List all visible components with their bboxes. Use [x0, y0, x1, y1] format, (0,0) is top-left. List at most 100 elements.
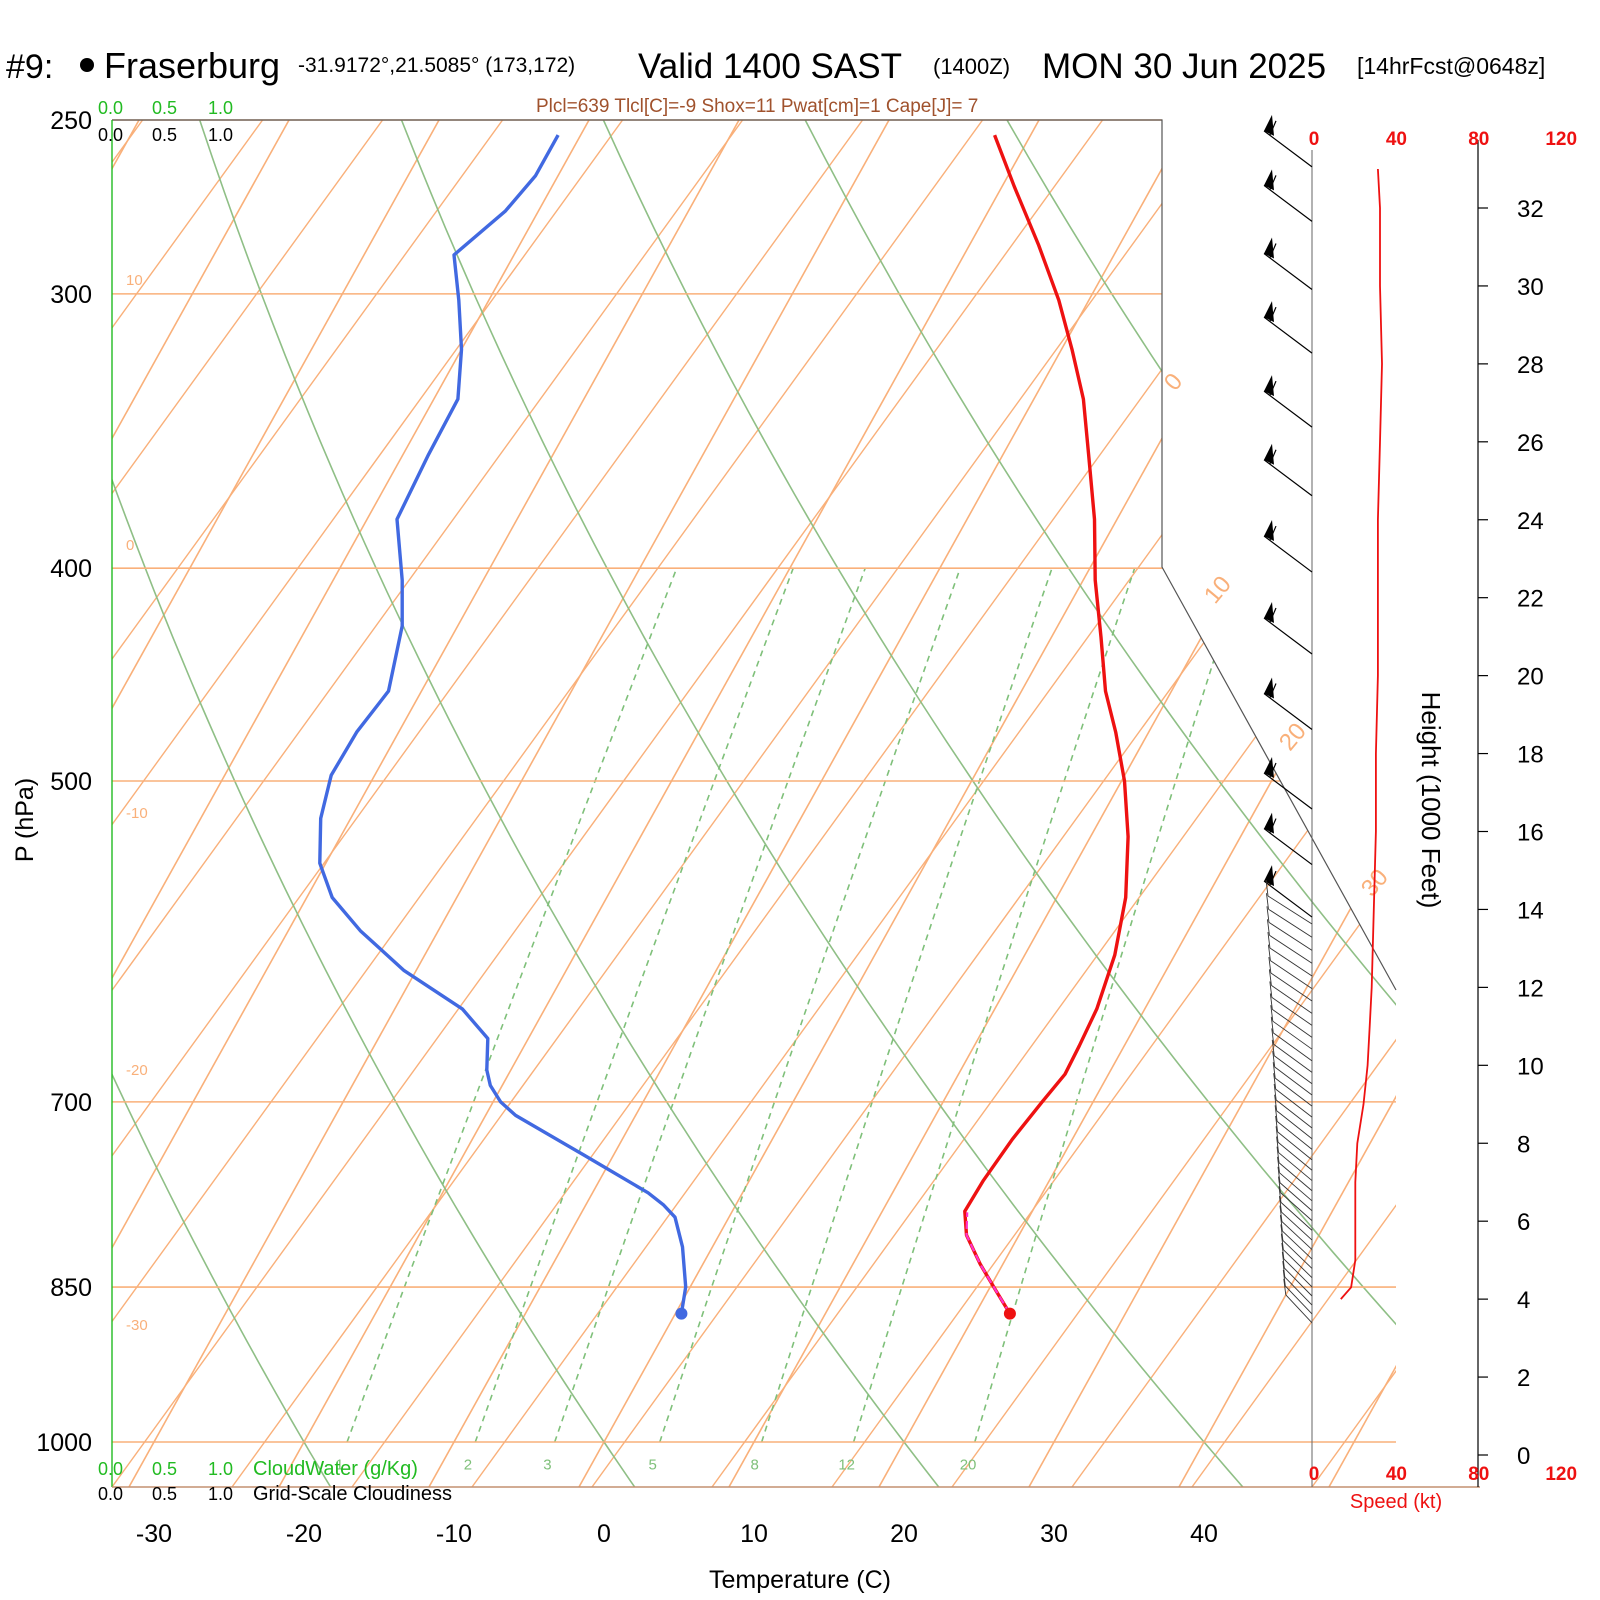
cloudwater-scale-bottom: 1.0: [208, 1459, 233, 1479]
saturated-adiabat-line: [112, 120, 713, 1487]
height-tick-label: 10: [1517, 1053, 1544, 1080]
wind-barb-low: [1276, 1136, 1313, 1181]
isotherm-label: -10: [126, 805, 148, 822]
isotherm-line: [1177, 120, 1396, 1487]
axes-layer: -30 -20 -10 0 10 20 30 402503004005007008501000…: [36, 98, 1577, 1548]
saturated-adiabat-line: [1071, 120, 1396, 1487]
cloudwater-label: CloudWater (g/Kg): [253, 1458, 418, 1480]
wind-barb-low: [1273, 1073, 1313, 1118]
isotherm-line: [112, 120, 709, 1487]
height-tick-label: 22: [1517, 586, 1544, 613]
mixing-ratio-line: [553, 567, 866, 1443]
speed-tick-label-top: 80: [1468, 129, 1489, 150]
x-axis-title: Temperature (C): [709, 1566, 891, 1594]
wind-barb-low: [1271, 1028, 1313, 1073]
speed-tick-label-bottom: 120: [1545, 1464, 1577, 1485]
height-tick-label: 24: [1517, 508, 1544, 535]
mixing-ratio-line: [659, 567, 961, 1443]
mixing-ratio-label: 5: [648, 1456, 656, 1473]
x-tick-label: 20: [890, 1520, 918, 1548]
wind-barb-low: [1272, 1050, 1313, 1096]
wind-barb-low: [1279, 1214, 1313, 1260]
profile-layer: [318, 134, 1130, 1320]
isotherm-line: [1327, 120, 1396, 1487]
x-tick-label: 40: [1190, 1520, 1218, 1548]
isotherm-line: [127, 120, 1009, 1487]
isotherm-line: [577, 120, 1396, 1487]
saturated-adiabat-line: [112, 120, 1193, 1487]
forecast-info: [14hrFcst@0648z]: [1357, 53, 1545, 79]
pressure-tick-label: 500: [50, 768, 92, 796]
wind-barb-low: [1282, 1269, 1313, 1315]
mixing-ratio-label: 12: [838, 1456, 855, 1473]
saturated-adiabat-line: [112, 120, 353, 1487]
wind-barb-low: [1273, 1083, 1313, 1129]
pressure-tick-label: 250: [50, 107, 92, 135]
isotherm-line: [277, 120, 1159, 1487]
wind-barb: [1263, 812, 1313, 866]
height-tick-label: 26: [1517, 430, 1544, 457]
saturated-adiabat-line: [1191, 120, 1396, 1487]
height-tick-label: 14: [1517, 897, 1544, 924]
pressure-tick-label: 400: [50, 555, 92, 583]
cloudwater-scale-top: 0.5: [152, 98, 177, 118]
height-tick-label: 18: [1517, 742, 1544, 769]
dry-adiabat-line: [1583, 81, 1600, 1488]
saturated-adiabat-line: [112, 120, 233, 1487]
wind-barb-low: [1280, 1233, 1313, 1279]
wind-barb-low: [1277, 1166, 1313, 1212]
isotherm-label: 10: [126, 272, 143, 289]
wind-barb-low: [1281, 1242, 1313, 1288]
dry-adiabat-line: [186, 120, 941, 1487]
cloudwater-scale-top: 1.0: [208, 98, 233, 118]
wind-barb-low: [1272, 1062, 1313, 1107]
wind-speed-line: [1340, 168, 1383, 1300]
cloudiness-scale-bottom: 0.0: [98, 1484, 123, 1504]
isotherm-label: 0: [1159, 368, 1188, 396]
dry-adiabat-line: [984, 120, 1396, 1487]
wind-barb-low: [1267, 944, 1313, 990]
wind-barb: [1263, 301, 1313, 354]
dry-adiabat-line: [784, 120, 1396, 1487]
speed-axis-title: Speed (kt): [1350, 1491, 1442, 1513]
speed-tick-label-bottom: 80: [1468, 1464, 1489, 1485]
wind-barb-low: [1270, 1005, 1313, 1050]
surface-dewpoint-point: [675, 1307, 688, 1320]
station-dot-icon: [80, 58, 94, 72]
isotherm-line: [727, 120, 1396, 1487]
wind-barb-low: [1266, 906, 1313, 951]
height-tick-label: 8: [1517, 1131, 1530, 1158]
cloudwater-scale-top: 0.0: [98, 98, 123, 118]
cloudwater-scale-bottom: 0.5: [152, 1459, 177, 1479]
wind-barb: [1263, 865, 1313, 918]
dry-adiabat-line: [385, 120, 1245, 1487]
wind-barb: [1263, 114, 1313, 168]
saturated-adiabat-line: [1432, 0, 1600, 1487]
height-tick-label: 0: [1517, 1443, 1530, 1470]
mixing-ratio-line: [474, 567, 794, 1443]
x-tick-label: 0: [597, 1520, 611, 1548]
cloudwater-scale-bottom: 0.0: [98, 1459, 123, 1479]
wind-barb: [1263, 677, 1313, 730]
saturated-adiabat-line: [711, 120, 1396, 1487]
cloudiness-scale-top: 1.0: [208, 125, 233, 145]
plot-frame: [112, 119, 1397, 991]
zulu-time: (1400Z): [933, 54, 1010, 79]
cloudiness-scale-bottom: 1.0: [208, 1484, 233, 1504]
station-name: Fraserburg: [104, 45, 280, 86]
wind-barb: [1263, 443, 1313, 497]
mixing-ratio-label: 2: [464, 1456, 472, 1473]
wind-barb-low: [1274, 1094, 1313, 1140]
height-tick-label: 30: [1517, 274, 1544, 301]
mixing-ratio-label: 20: [960, 1456, 977, 1473]
pressure-tick-label: 700: [50, 1089, 92, 1117]
isotherm-label: 0: [126, 537, 134, 554]
speed-tick-label-bottom: 0: [1309, 1464, 1320, 1485]
saturated-adiabat-line: [112, 120, 113, 1487]
height-tick-label: 28: [1517, 352, 1544, 379]
x-tick-label: 10: [740, 1520, 768, 1548]
mixing-ratio-line: [852, 567, 1136, 1443]
wind-barb-low: [1276, 1146, 1313, 1192]
isotherm-label: -30: [126, 1317, 148, 1334]
saturated-adiabat-line: [591, 120, 1396, 1487]
